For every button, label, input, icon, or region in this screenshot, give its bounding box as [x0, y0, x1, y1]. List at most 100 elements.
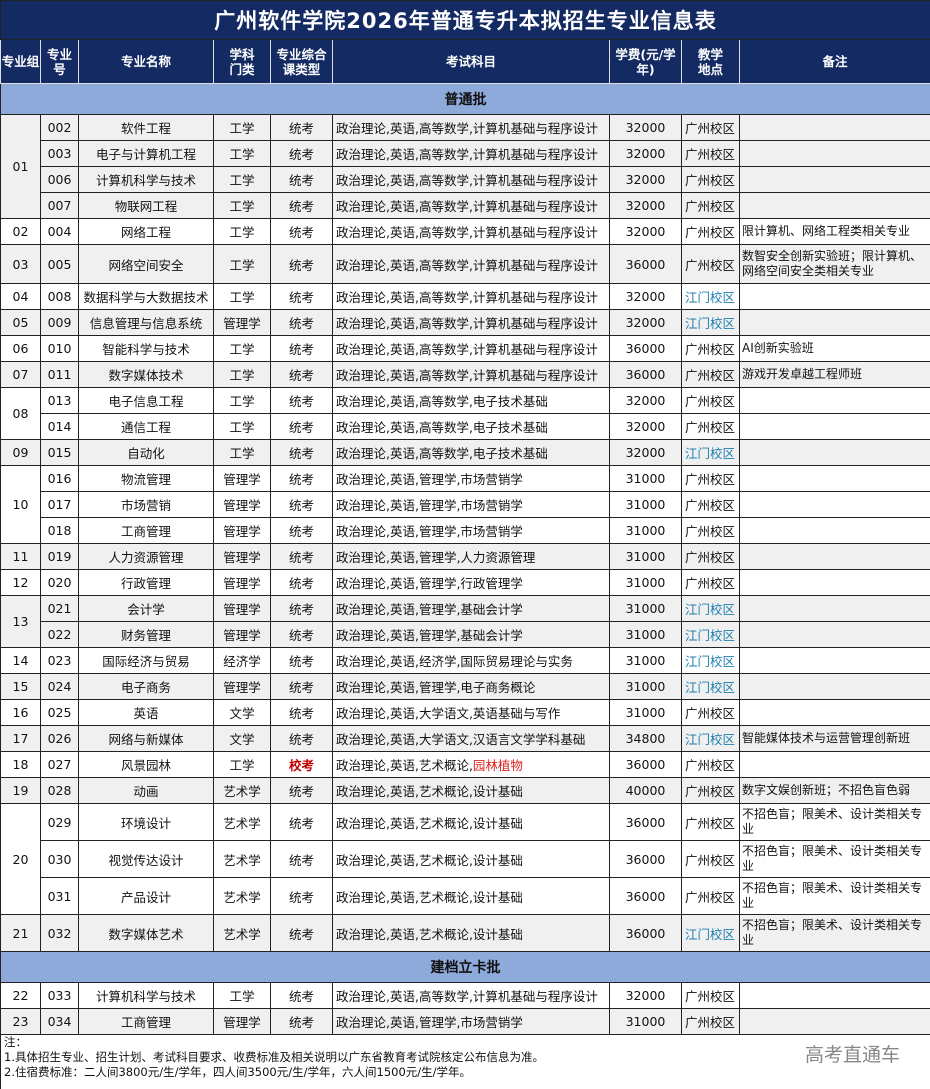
fee-cell: 31000	[609, 491, 682, 518]
table-row: 17 026 网络与新媒体 文学 统考 政治理论,英语,大学语文,汉语言文学学科基础 348…	[0, 725, 930, 752]
location-cell: 广州校区	[681, 413, 740, 440]
name-cell: 智能科学与技术	[78, 335, 214, 362]
note-cell	[738, 192, 930, 219]
code-cell: 018	[40, 517, 79, 544]
code-cell: 032	[40, 914, 79, 952]
code-cell: 010	[40, 335, 79, 362]
note-cell: AI创新实验班	[738, 335, 930, 362]
col-header-name: 专业名称	[78, 39, 214, 84]
group-cell: 04	[0, 283, 41, 310]
fee-cell: 32000	[609, 439, 682, 466]
subjects-cell: 政治理论,英语,艺术概论,园林植物	[332, 751, 610, 778]
table-row: 017 市场营销 管理学 统考 政治理论,英语,管理学,市场营销学 31000 广州校区	[1, 491, 930, 518]
section-row: 普通批	[0, 83, 930, 115]
category-cell: 工学	[213, 192, 271, 219]
fee-cell: 32000	[609, 982, 682, 1009]
table-row: 04 008 数据科学与大数据技术 工学 统考 政治理论,英语,高等数学,计算机基础与程序…	[0, 283, 930, 310]
subjects-cell: 政治理论,英语,管理学,市场营销学	[332, 465, 610, 492]
name-cell: 人力资源管理	[78, 543, 214, 570]
location-cell: 广州校区	[681, 543, 740, 570]
subjects-cell: 政治理论,英语,艺术概论,设计基础	[332, 803, 610, 841]
location-cell: 广州校区	[681, 517, 740, 544]
location-cell: 广州校区	[681, 140, 740, 167]
note-cell: 游戏开发卓越工程师班	[738, 361, 930, 388]
subjects-cell: 政治理论,英语,管理学,市场营销学	[332, 517, 610, 544]
subjects-cell: 政治理论,英语,高等数学,计算机基础与程序设计	[332, 283, 610, 310]
subjects-cell: 政治理论,英语,管理学,人力资源管理	[332, 543, 610, 570]
name-cell: 电子商务	[78, 673, 214, 700]
note-cell	[738, 673, 930, 700]
table-row: 12 020 行政管理 管理学 统考 政治理论,英语,管理学,行政管理学 31000 广州校区	[0, 569, 930, 596]
table-row: 022 财务管理 管理学 统考 政治理论,英语,管理学,基础会计学 31000 江门校区	[1, 621, 930, 648]
table-row: 02 004 网络工程 工学 统考 政治理论,英语,高等数学,计算机基础与程序设计 3200…	[0, 218, 930, 245]
category-cell: 工学	[213, 361, 271, 388]
group-cell: 01	[0, 114, 41, 219]
category-cell: 管理学	[213, 517, 271, 544]
group-cell: 14	[0, 647, 41, 674]
note-cell	[738, 413, 930, 440]
exam-type-cell: 统考	[270, 439, 333, 466]
subjects-cell: 政治理论,英语,管理学,基础会计学	[332, 621, 610, 648]
category-cell: 工学	[213, 166, 271, 193]
category-cell: 管理学	[213, 621, 271, 648]
location-cell: 广州校区	[681, 335, 740, 362]
exam-type-cell: 统考	[270, 244, 333, 284]
category-cell: 工学	[213, 439, 271, 466]
exam-type-cell: 统考	[270, 491, 333, 518]
fee-cell: 32000	[609, 387, 682, 414]
note-cell: 不招色盲；限美术、设计类相关专业	[738, 914, 930, 952]
subjects-cell: 政治理论,英语,艺术概论,设计基础	[332, 777, 610, 804]
fee-cell: 36000	[609, 244, 682, 284]
code-cell: 009	[40, 309, 79, 336]
group-cell: 17	[0, 725, 41, 752]
subjects-cell: 政治理论,英语,高等数学,计算机基础与程序设计	[332, 982, 610, 1009]
code-cell: 034	[40, 1008, 79, 1035]
category-cell: 工学	[213, 283, 271, 310]
subjects-cell: 政治理论,英语,高等数学,计算机基础与程序设计	[332, 361, 610, 388]
exam-type-cell: 统考	[270, 914, 333, 952]
group-cell: 21	[0, 914, 41, 952]
table-row: 07 011 数字媒体技术 工学 统考 政治理论,英语,高等数学,计算机基础与程序设计 36…	[0, 361, 930, 388]
table-row: 05 009 信息管理与信息系统 管理学 统考 政治理论,英语,高等数学,计算机基础与程序…	[0, 309, 930, 336]
name-cell: 软件工程	[78, 114, 214, 141]
exam-type-cell: 统考	[270, 140, 333, 167]
group-cell: 09	[0, 439, 41, 466]
note-cell	[738, 569, 930, 596]
watermark: 高考直通车	[804, 1044, 900, 1066]
table-row: 10 016 物流管理 管理学 统考 政治理论,英语,管理学,市场营销学 31000 广州校区	[0, 465, 930, 544]
name-cell: 计算机科学与技术	[78, 982, 214, 1009]
name-cell: 会计学	[78, 595, 214, 622]
fee-cell: 36000	[609, 335, 682, 362]
table-row: 23 034 工商管理 管理学 统考 政治理论,英语,管理学,市场营销学 31000 广州校区	[0, 1008, 930, 1035]
location-cell: 江门校区	[681, 673, 740, 700]
code-cell: 026	[40, 725, 79, 752]
note-cell	[738, 465, 930, 492]
fee-cell: 32000	[609, 218, 682, 245]
code-cell: 030	[40, 840, 79, 878]
fee-cell: 31000	[609, 673, 682, 700]
note-cell: 不招色盲；限美术、设计类相关专业	[738, 840, 930, 878]
name-cell: 工商管理	[78, 517, 214, 544]
subjects-cell: 政治理论,英语,管理学,基础会计学	[332, 595, 610, 622]
fee-cell: 32000	[609, 114, 682, 141]
note-cell	[738, 621, 930, 648]
code-cell: 014	[40, 413, 79, 440]
exam-type-cell: 统考	[270, 1008, 333, 1035]
note-cell	[738, 1008, 930, 1035]
exam-type-cell: 统考	[270, 218, 333, 245]
name-cell: 计算机科学与技术	[78, 166, 214, 193]
subjects-cell: 政治理论,英语,高等数学,计算机基础与程序设计	[332, 166, 610, 193]
location-cell: 广州校区	[681, 1008, 740, 1035]
location-cell: 江门校区	[681, 595, 740, 622]
exam-type-cell: 统考	[270, 877, 333, 915]
name-cell: 网络空间安全	[78, 244, 214, 284]
group-cell: 13	[0, 595, 41, 648]
exam-type-cell: 统考	[270, 673, 333, 700]
subjects-cell: 政治理论,英语,艺术概论,设计基础	[332, 877, 610, 915]
fee-cell: 36000	[609, 877, 682, 915]
table-row: 22 033 计算机科学与技术 工学 统考 政治理论,英语,高等数学,计算机基础与程序设计…	[0, 982, 930, 1009]
location-cell: 广州校区	[681, 218, 740, 245]
note-cell: 限计算机、网络工程类相关专业	[738, 218, 930, 245]
note-cell	[738, 751, 930, 778]
